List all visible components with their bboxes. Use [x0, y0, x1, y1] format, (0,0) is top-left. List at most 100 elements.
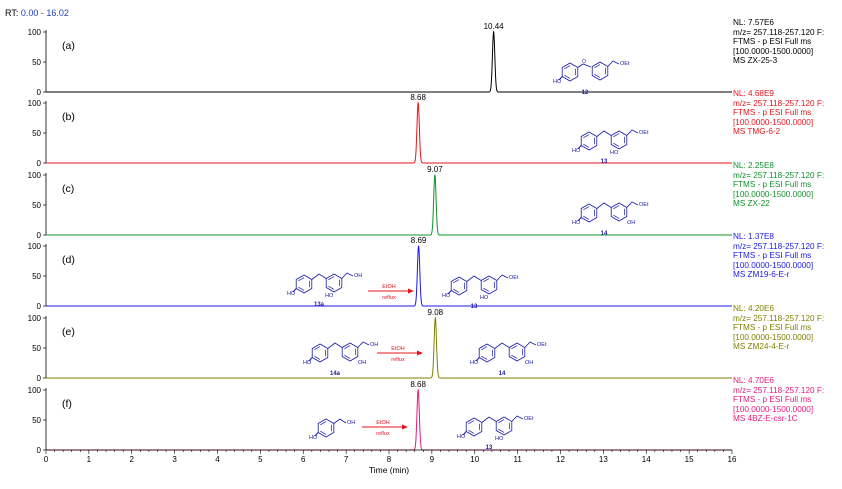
trace-line	[46, 245, 732, 307]
panel-label: (e)	[62, 326, 75, 338]
ring-double-bond	[583, 215, 590, 220]
structure-14: HO OEt OH 14	[470, 341, 547, 377]
y-tick-label: 0	[37, 374, 42, 383]
oh-group-label: OH	[354, 273, 362, 279]
sample-name: MS ZM24-4-E-r	[733, 342, 790, 352]
benzene-ring	[610, 130, 628, 150]
filter-line: FTMS - p ESI Full ms	[733, 108, 812, 118]
bond	[447, 290, 452, 295]
bond	[496, 274, 509, 281]
ring-double-bond	[511, 345, 518, 350]
ring-double-bond	[483, 278, 490, 283]
filter-line: m/z= 257.118-257.120 F:	[733, 27, 825, 37]
sample-name: MS 4BZ-E-csr-1C	[733, 414, 798, 424]
trace-line	[46, 174, 732, 236]
bond	[577, 217, 582, 222]
panel-label: (a)	[62, 40, 75, 52]
bond	[466, 275, 482, 282]
condition-label: reflux	[376, 431, 390, 437]
oet-group-label: OEt	[639, 130, 649, 136]
reaction-arrow: EtOH reflux	[377, 346, 423, 363]
bond	[292, 288, 297, 293]
panel-label: (c)	[62, 183, 74, 195]
ring-double-bond	[481, 346, 488, 351]
filter-line: [100.0000-1500.0000]	[733, 332, 814, 342]
arrow-head	[408, 288, 414, 294]
oet-group-label: OEt	[509, 275, 519, 281]
x-tick-label: 5	[258, 455, 263, 464]
y-tick-label: 0	[37, 231, 42, 240]
ho-group-label: HO	[325, 293, 334, 299]
ring-double-bond	[453, 279, 460, 284]
sample-name: MS ZX-22	[733, 199, 770, 209]
compound-number: 14a	[330, 371, 341, 377]
structure-14: HO OEt OH 14	[572, 201, 649, 237]
bond	[327, 342, 343, 349]
x-tick-label: 13	[599, 455, 608, 464]
compound-number: 12	[582, 90, 589, 96]
trace-info-e: NL: 4.20E6 m/z= 257.118-257.120 F: FTMS - …	[733, 304, 824, 352]
bond	[596, 202, 612, 209]
y-tick-label: 50	[32, 201, 41, 210]
filter-line: FTMS - p ESI Full ms	[733, 251, 812, 261]
compound-number: 13	[486, 445, 493, 451]
condition-label: reflux	[382, 295, 396, 301]
oh-group-label: OH	[370, 342, 378, 348]
x-tick-label: 6	[301, 455, 306, 464]
ho-group-label: HO	[553, 79, 562, 85]
ring-double-bond	[583, 206, 590, 211]
compound-number: 14	[601, 231, 608, 237]
x-axis-title: Time (min)	[369, 465, 409, 475]
trace-info-a: NL: 7.57E6 m/z= 257.118-257.120 F: FTMS - …	[733, 18, 824, 66]
bond	[475, 357, 480, 362]
structure-12: HO O OEt 12	[553, 59, 630, 96]
benzene-ring	[508, 342, 526, 362]
ho-group-label: HO	[495, 436, 504, 442]
oh-group-label: OH	[347, 420, 355, 426]
filter-line: FTMS - p ESI Full ms	[733, 323, 812, 333]
nl-readout: NL: 4.70E6	[733, 376, 774, 385]
y-tick-label: 0	[37, 159, 42, 168]
x-tick-label: 8	[387, 455, 392, 464]
condition-label: reflux	[391, 357, 405, 363]
ring-double-bond	[314, 355, 321, 360]
benzene-ring	[561, 62, 579, 82]
trace-line	[46, 30, 732, 93]
ring-double-bond	[511, 354, 518, 359]
bond	[626, 201, 639, 208]
y-tick-label: 50	[32, 58, 41, 67]
benzene-ring	[341, 342, 359, 362]
arrow-head	[402, 424, 408, 430]
ring-double-bond	[564, 65, 571, 70]
ring-double-bond	[468, 429, 475, 434]
ring-double-bond	[613, 214, 620, 219]
x-tick-label: 2	[130, 455, 135, 464]
reaction-arrow: EtOH reflux	[362, 420, 408, 437]
y-tick-label: 100	[28, 242, 42, 251]
x-tick-label: 3	[172, 455, 177, 464]
ring-double-bond	[328, 276, 335, 281]
benzene-ring	[480, 275, 498, 295]
ring-double-bond	[583, 143, 590, 148]
panel-label: (b)	[62, 111, 75, 123]
peak-rt-label: 10.44	[484, 22, 505, 31]
benzene-ring	[610, 202, 628, 222]
filter-line: m/z= 257.118-257.120 F:	[733, 170, 825, 180]
ring-double-bond	[613, 142, 620, 147]
bond	[314, 432, 319, 437]
bond	[311, 273, 327, 280]
sample-name: MS ZX-25-3	[733, 56, 778, 66]
filter-line: m/z= 257.118-257.120 F:	[733, 385, 825, 395]
ring-double-bond	[613, 205, 620, 210]
compound-number: 13	[471, 304, 478, 310]
nl-readout: NL: 2.25E8	[733, 161, 774, 170]
x-tick-label: 4	[215, 455, 220, 464]
nl-readout: NL: 4.20E6	[733, 304, 774, 313]
bond	[494, 342, 510, 349]
x-tick-label: 7	[344, 455, 349, 464]
y-tick-label: 50	[32, 129, 41, 138]
ring-double-bond	[453, 288, 460, 293]
x-tick-label: 11	[513, 455, 522, 464]
ring-double-bond	[481, 355, 488, 360]
